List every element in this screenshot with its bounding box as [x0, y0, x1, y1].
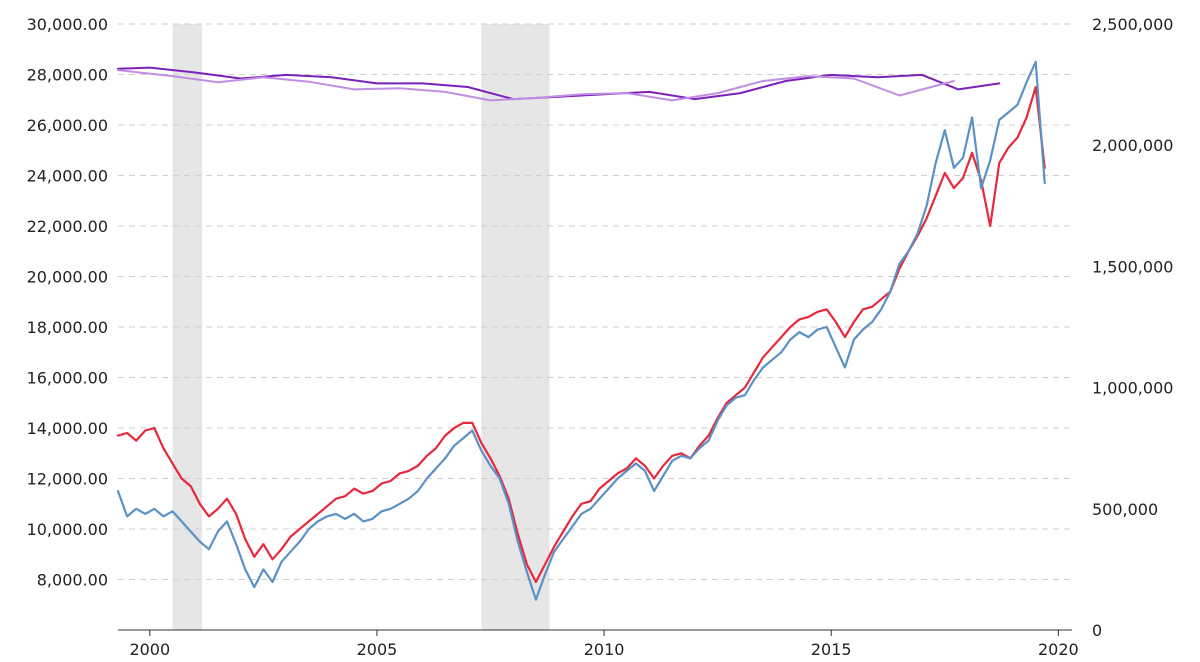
series-line-lavender-series — [117, 69, 955, 102]
left-tick-label: 10,000.00 — [27, 520, 108, 539]
left-y-axis-ticks: 8,000.00 10,000.00 12,000.00 14,000.00 16,00… — [27, 15, 108, 590]
series-line-index-real — [116, 60, 1046, 601]
right-tick-label: 500,000 — [1092, 500, 1158, 519]
x-tick-label: 2005 — [357, 640, 398, 659]
series-line-index-nominal — [116, 85, 1046, 584]
right-tick-label: 1,500,000 — [1092, 257, 1173, 276]
right-tick-label: 2,000,000 — [1092, 136, 1173, 155]
left-tick-label: 24,000.00 — [27, 167, 108, 186]
left-tick-label: 16,000.00 — [27, 369, 108, 388]
gridlines — [118, 23, 1072, 580]
left-tick-label: 30,000.00 — [27, 15, 108, 34]
x-tick-label: 2015 — [811, 640, 852, 659]
left-tick-label: 22,000.00 — [27, 217, 108, 236]
x-tick-label: 2020 — [1038, 640, 1079, 659]
left-tick-label: 12,000.00 — [27, 470, 108, 489]
right-tick-label: 2,500,000 — [1092, 15, 1173, 34]
right-y-axis-ticks: 0 500,000 1,000,000 1,500,000 2,000,000 2,500… — [1092, 15, 1173, 640]
series-lines — [116, 60, 1046, 601]
left-tick-label: 8,000.00 — [37, 571, 108, 590]
x-tick-label: 2000 — [129, 640, 170, 659]
right-tick-label: 0 — [1092, 621, 1102, 640]
left-tick-label: 26,000.00 — [27, 116, 108, 135]
x-axis-ticks: 2000 2005 2010 2015 2020 — [129, 630, 1079, 659]
x-tick-label: 2010 — [584, 640, 625, 659]
left-tick-label: 14,000.00 — [27, 419, 108, 438]
left-tick-label: 18,000.00 — [27, 318, 108, 337]
left-tick-label: 28,000.00 — [27, 66, 108, 85]
left-tick-label: 20,000.00 — [27, 268, 108, 287]
right-tick-label: 1,000,000 — [1092, 379, 1173, 398]
